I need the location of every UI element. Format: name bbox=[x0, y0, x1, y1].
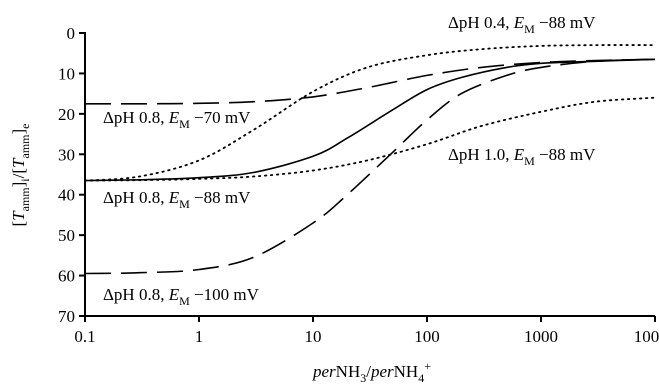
series-line-1 bbox=[84, 58, 656, 182]
x-tick-label: 1000 bbox=[524, 327, 558, 346]
series-line-3 bbox=[84, 58, 656, 275]
x-tick-label: 0.1 bbox=[74, 327, 95, 346]
x-axis-title: perNH3​/perNH4​+​ bbox=[312, 359, 431, 385]
y-tick-label: 0 bbox=[67, 24, 76, 43]
series-line-5 bbox=[84, 96, 656, 182]
series-line-2 bbox=[84, 58, 656, 105]
annotation-dph08-em88: ΔpH 0.8, EM −88 mV bbox=[103, 188, 251, 211]
annotation-dph08-em70: ΔpH 0.8, EM −70 mV bbox=[103, 108, 251, 131]
y-tick-label: 70 bbox=[58, 307, 75, 326]
y-tick-label: 20 bbox=[58, 105, 75, 124]
axes bbox=[84, 32, 655, 317]
ticks: 0 10 20 30 40 50 60 700.1 1 10 100 1000 10000 bbox=[58, 24, 659, 346]
annotation-dph04-em88: ΔpH 0.4, EM −88 mV bbox=[448, 13, 596, 36]
x-tick-label: 10 bbox=[305, 327, 322, 346]
y-tick-label: 50 bbox=[58, 226, 75, 245]
y-axis-title: [Tamm​]i​/[Tamm​]e​ bbox=[9, 123, 32, 226]
annotation-dph10-em88: ΔpH 1.0, EM −88 mV bbox=[448, 145, 596, 168]
annotation-dph08-em100: ΔpH 0.8, EM −100 mV bbox=[103, 285, 260, 308]
x-tick-label: 10000 bbox=[634, 327, 659, 346]
series-group bbox=[84, 44, 656, 275]
y-tick-label: 60 bbox=[58, 267, 75, 286]
x-tick-label: 100 bbox=[414, 327, 440, 346]
y-tick-label: 30 bbox=[58, 145, 75, 164]
series-line-4 bbox=[84, 44, 656, 182]
y-tick-label: 10 bbox=[58, 64, 75, 83]
y-tick-label: 40 bbox=[58, 186, 75, 205]
x-tick-label: 1 bbox=[195, 327, 204, 346]
